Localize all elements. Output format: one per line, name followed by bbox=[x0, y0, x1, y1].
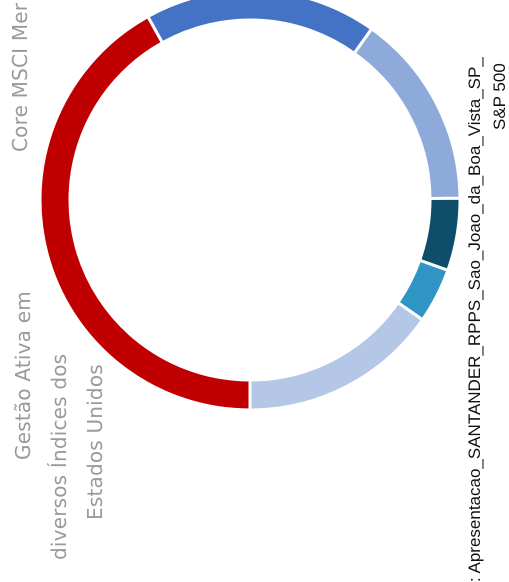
donut-slice-3 bbox=[352, 26, 462, 201]
donut-slice-1 bbox=[38, 14, 252, 412]
label-gestao-line2: diversos Índices dos bbox=[47, 353, 71, 560]
label-gestao-line3: Estados Unidos bbox=[83, 364, 107, 520]
donut-slice-4 bbox=[417, 196, 462, 273]
donut-slice-2 bbox=[145, 0, 374, 56]
source-line2: S&P 500 bbox=[490, 63, 509, 130]
source-line1: : Apresentacao_SANTANDER_RPPS_Sao_Joao_d… bbox=[465, 57, 484, 582]
label-gestao-line1: Gestão Ativa em bbox=[11, 291, 35, 460]
donut-slice-6 bbox=[248, 300, 425, 412]
label-core: Core MSCI Mer bbox=[8, 2, 32, 152]
